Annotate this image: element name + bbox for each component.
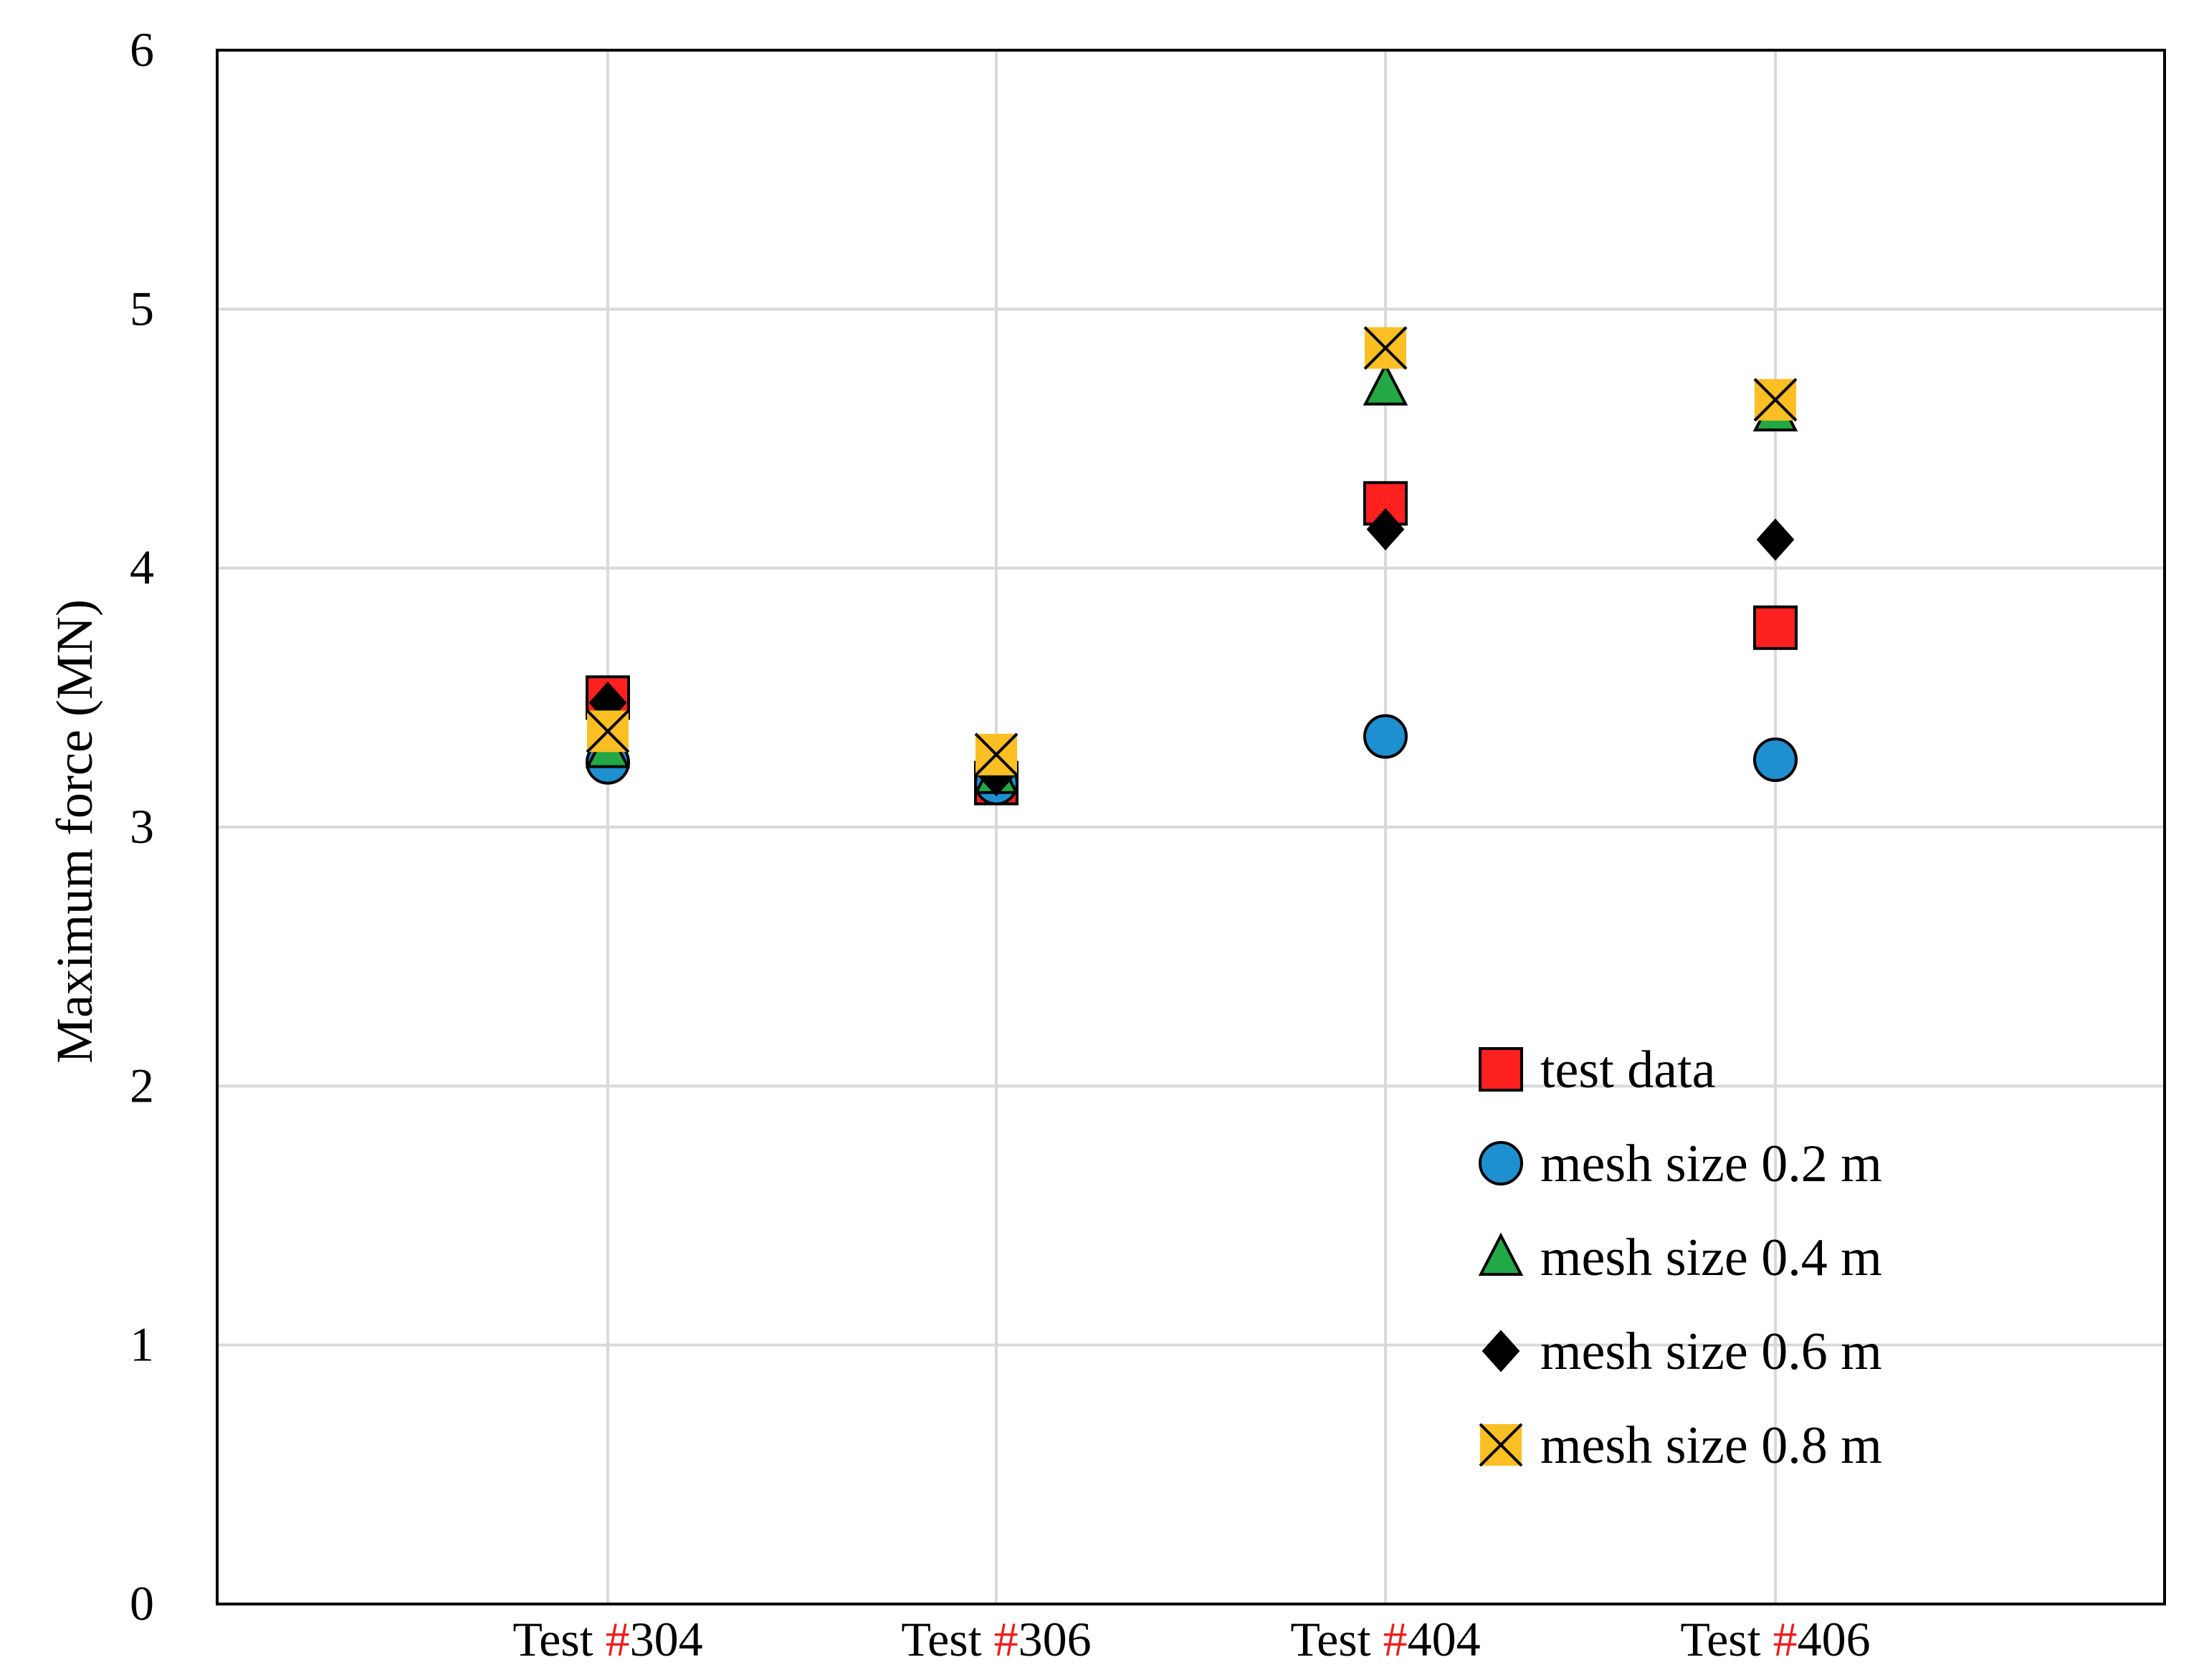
legend-marker-mesh-size-0-6-m <box>1482 1330 1520 1373</box>
x-tick-prefix: Test <box>901 1612 993 1666</box>
point-mesh-size-0-8-m-404 <box>1363 326 1408 370</box>
x-tick-hash: # <box>1383 1612 1408 1666</box>
legend-marker-mesh-size-0-8-m-stroke-b <box>1479 1423 1523 1467</box>
legend-marker-test-data <box>1479 1047 1523 1092</box>
data-markers <box>585 326 1798 806</box>
point-mesh-size-0-8-m-306 <box>974 732 1018 777</box>
point-mesh-size-0-8-m-406 <box>1753 378 1798 422</box>
x-tick-prefix: Test <box>1680 1612 1773 1666</box>
point-mesh-size-0-6-m-404 <box>1366 507 1405 550</box>
legend-label-mesh-size-0-8-m: mesh size 0.8 m <box>1540 1416 1882 1475</box>
plot-frame <box>216 49 2166 1605</box>
grid-lines <box>217 49 2165 1605</box>
x-tick-prefix: Test <box>512 1612 605 1666</box>
x-tick-number: 406 <box>1798 1612 1871 1666</box>
legend-label-mesh-size-0-2-m: mesh size 0.2 m <box>1540 1135 1882 1193</box>
x-tick-number: 404 <box>1408 1612 1481 1666</box>
legend-label-mesh-size-0-6-m: mesh size 0.6 m <box>1540 1322 1882 1381</box>
x-axis-tick-labels: Test #304 Test #306 Test #404 Test #406 <box>512 1612 1870 1666</box>
x-tick-label: Test #304 <box>512 1612 702 1666</box>
point-mesh-size-0-2-m-406 <box>1753 738 1798 783</box>
point-mesh-size-0-8-m-304 <box>586 709 630 753</box>
legend: test data mesh size 0.2 m mesh size 0.4 m m… <box>1478 1041 1882 1475</box>
x-tick-number: 304 <box>630 1612 703 1666</box>
y-axis-tick-labels: 0 1 2 3 4 5 6 <box>130 22 154 1631</box>
x-tick-label: Test #404 <box>1290 1612 1480 1666</box>
point-mesh-size-0-8-m-306-stroke-b <box>974 732 1018 777</box>
y-tick-label: 4 <box>130 540 154 595</box>
legend-marker-mesh-size-0-4-m <box>1478 1232 1524 1276</box>
point-mesh-size-0-6-m-406 <box>1756 518 1795 561</box>
legend-marker-mesh-size-0-8-m <box>1479 1423 1523 1467</box>
point-test-data-406 <box>1753 605 1798 650</box>
point-mesh-size-0-2-m-404 <box>1363 714 1408 759</box>
y-tick-label: 2 <box>130 1058 154 1112</box>
y-axis-title: Maximum force (MN) <box>46 599 103 1064</box>
point-mesh-size-0-4-m-404 <box>1363 362 1408 406</box>
legend-label-mesh-size-0-4-m: mesh size 0.4 m <box>1540 1228 1882 1287</box>
x-tick-prefix: Test <box>1290 1612 1383 1666</box>
x-tick-hash: # <box>994 1612 1018 1666</box>
x-tick-hash: # <box>1773 1612 1798 1666</box>
y-tick-label: 3 <box>130 799 154 854</box>
x-tick-label: Test #306 <box>901 1612 1091 1666</box>
y-tick-label: 1 <box>130 1317 154 1372</box>
y-tick-label: 5 <box>130 281 154 335</box>
point-mesh-size-0-8-m-404-stroke-b <box>1363 326 1408 370</box>
y-tick-label: 6 <box>130 22 154 77</box>
point-mesh-size-0-8-m-304-stroke-b <box>586 709 630 753</box>
legend-marker-mesh-size-0-2-m <box>1479 1141 1523 1185</box>
x-tick-label: Test #406 <box>1680 1612 1870 1666</box>
x-tick-hash: # <box>606 1612 630 1666</box>
y-tick-label: 0 <box>130 1576 154 1631</box>
legend-label-test-data: test data <box>1540 1041 1716 1099</box>
x-tick-number: 306 <box>1018 1612 1092 1666</box>
point-mesh-size-0-8-m-406-stroke-b <box>1753 378 1798 422</box>
